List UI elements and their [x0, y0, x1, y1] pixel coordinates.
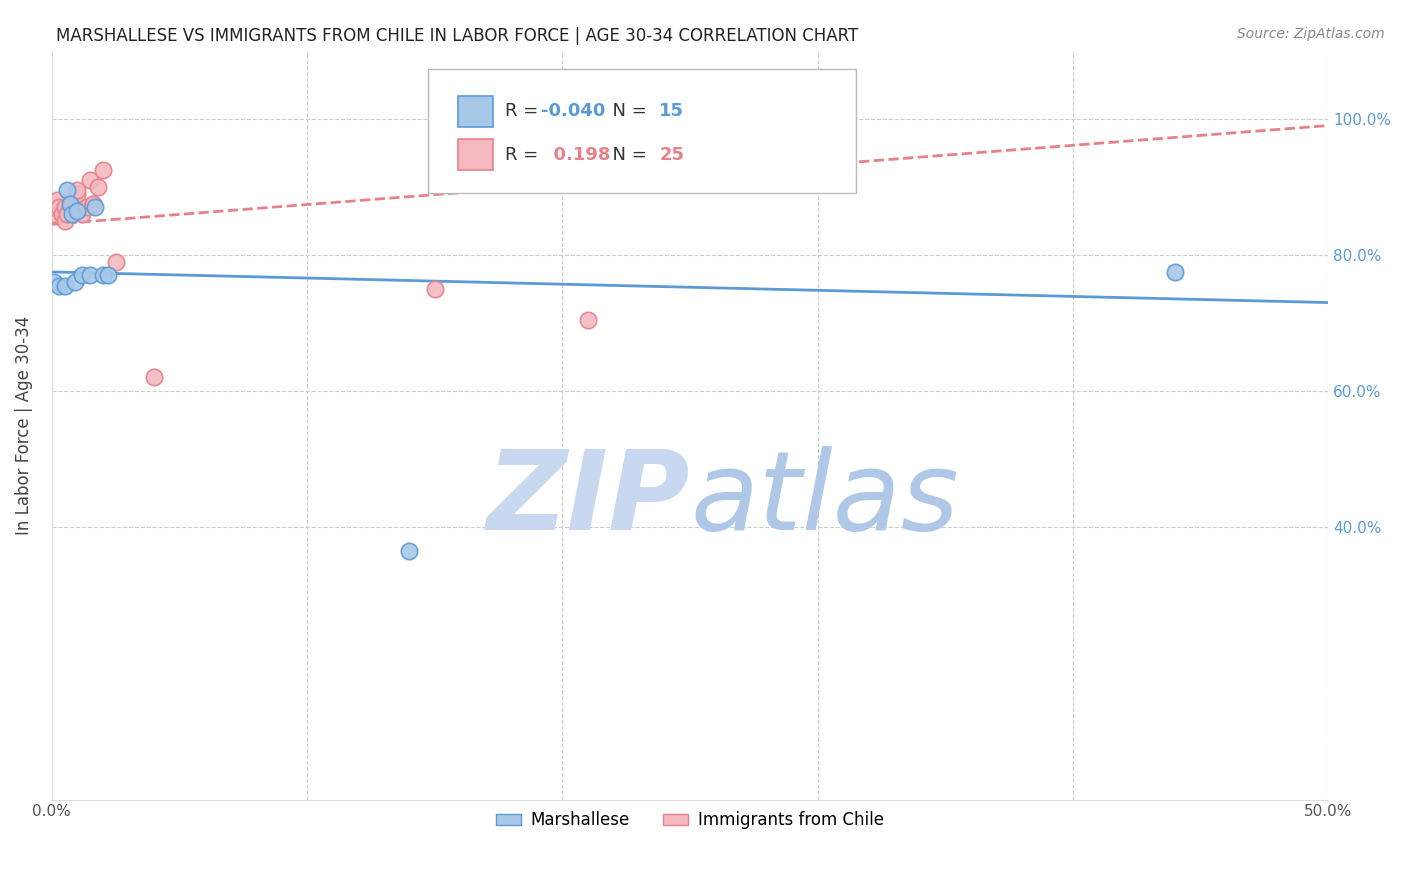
FancyBboxPatch shape [457, 139, 494, 170]
Point [60, 207, 83, 221]
Text: R =: R = [505, 103, 544, 120]
Point [79, 173, 101, 187]
Point [44, 200, 66, 214]
Point [56, 183, 79, 197]
Point [423, 282, 446, 296]
Point [66, 203, 89, 218]
Point [66, 186, 89, 201]
Point [76, 200, 98, 214]
Text: 25: 25 [659, 145, 685, 164]
Point [82, 197, 104, 211]
Text: N =: N = [600, 145, 652, 164]
Text: N =: N = [600, 103, 652, 120]
Point [63, 275, 86, 289]
Point [66, 183, 89, 197]
Text: MARSHALLESE VS IMMIGRANTS FROM CHILE IN LABOR FORCE | AGE 30-34 CORRELATION CHAR: MARSHALLESE VS IMMIGRANTS FROM CHILE IN … [56, 27, 859, 45]
Point [97, 268, 120, 283]
Point [48, 200, 70, 214]
Point [51, 207, 73, 221]
Point [142, 370, 165, 384]
Text: Source: ZipAtlas.com: Source: ZipAtlas.com [1237, 27, 1385, 41]
Point [59, 197, 82, 211]
Point [91, 268, 114, 283]
Legend: Marshallese, Immigrants from Chile: Marshallese, Immigrants from Chile [489, 805, 891, 836]
Point [576, 312, 599, 326]
Text: -0.040: -0.040 [540, 103, 605, 120]
Y-axis label: In Labor Force | Age 30-34: In Labor Force | Age 30-34 [15, 316, 32, 534]
Point [1164, 265, 1187, 279]
Point [104, 254, 127, 268]
FancyBboxPatch shape [457, 95, 494, 127]
Point [398, 544, 420, 558]
Point [91, 162, 114, 177]
Point [72, 268, 94, 283]
Point [82, 197, 104, 211]
Point [59, 197, 82, 211]
Point [53, 214, 76, 228]
Point [60, 197, 83, 211]
Text: 0.198: 0.198 [540, 145, 610, 164]
Point [60, 194, 83, 208]
Text: 15: 15 [659, 103, 685, 120]
Point [45, 194, 67, 208]
Point [72, 207, 94, 221]
Point [48, 278, 70, 293]
Point [41, 207, 63, 221]
Point [56, 207, 79, 221]
Point [86, 179, 108, 194]
Text: R =: R = [505, 145, 544, 164]
Text: atlas: atlas [690, 447, 959, 553]
Point [79, 268, 101, 283]
Text: ZIP: ZIP [486, 447, 690, 553]
Point [53, 278, 76, 293]
Point [53, 200, 76, 214]
Point [63, 200, 86, 214]
FancyBboxPatch shape [429, 70, 856, 193]
Point [44, 275, 66, 289]
Point [84, 200, 107, 214]
